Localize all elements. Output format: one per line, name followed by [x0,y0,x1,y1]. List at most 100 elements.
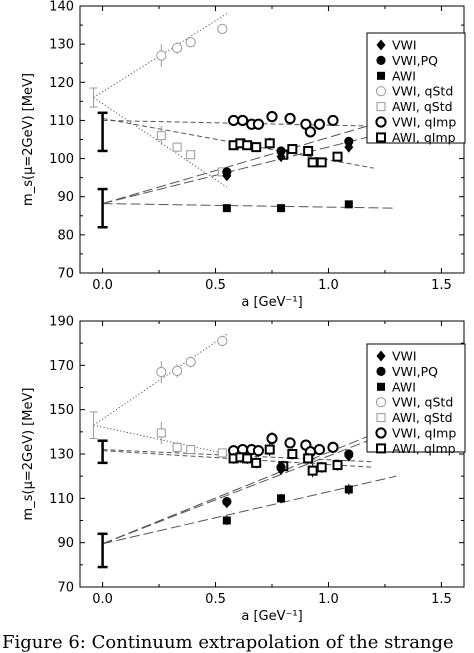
legend-entry: VWI, qImp [392,115,456,130]
y-axis-label: m_s(μ=2GeV) [MeV] [21,73,36,206]
x-tick-label: 0.0 [92,278,113,293]
y-tick-label: 70 [57,581,74,596]
legend-entry: VWI, qStd [392,395,453,410]
data-point [303,453,314,464]
data-point [307,157,318,168]
legend-marker [376,413,386,423]
fit-line-longdash [102,433,374,545]
y-tick-label: 90 [57,190,74,205]
data-point [185,356,196,368]
data-point [156,50,167,61]
data-point [276,462,286,472]
legend-entry: AWI [392,68,416,83]
legend-entry: AWI, qStd [392,410,453,425]
data-point [344,449,354,459]
y-tick-label: 90 [57,536,74,551]
fit-line-dotted [93,424,227,455]
y-tick-label: 190 [49,315,74,330]
y-tick-label: 70 [57,267,74,282]
data-point [266,432,278,445]
legend-entry: VWI [392,38,417,53]
data-point [327,441,339,453]
data-point [242,140,253,151]
data-point [332,460,343,471]
data-point [313,118,326,130]
data-point [186,445,196,455]
legend-marker [376,39,386,51]
fit-line-dashed [102,449,374,463]
legend-marker [376,102,386,112]
legend-marker [376,366,386,376]
legend-entry: AWI, qImp [392,130,456,145]
data-point [251,457,262,468]
data-point [172,142,182,152]
data-point [344,485,353,494]
x-tick-label: 1.5 [431,592,452,607]
y-tick-label: 150 [49,403,74,418]
legend-marker [376,55,386,65]
legend-marker [376,350,386,362]
data-point [284,437,296,449]
data-point [222,516,231,525]
x-tick-label: 1.0 [318,278,339,293]
legend-entry: VWI, qStd [392,84,453,99]
data-point [156,428,166,438]
fit-line-longdash [102,475,397,545]
data-point [251,142,262,153]
data-point [172,442,182,452]
chart-panel-1: 70 80 90 100 110 120 130 140 0.0 0.5 1.0 1.5 a [GeV⁻… [21,0,466,310]
data-point [242,453,253,464]
data-point [284,112,296,125]
y-tick-label: 130 [49,38,74,53]
data-point [313,443,326,456]
y-tick-label: 100 [49,152,74,167]
legend-entry: VWI [392,349,417,364]
data-point [228,114,240,127]
data-point [264,444,275,455]
legend-marker [377,382,385,391]
y-tick-label: 110 [49,114,74,129]
fit-line-longdash [102,123,374,205]
legend-marker [375,116,387,128]
data-point [316,157,327,168]
x-axis-label: a [GeV⁻¹] [241,295,302,310]
y-tick-label: 80 [57,228,74,243]
data-point [217,23,228,34]
fit-line-dotted [93,333,228,426]
legend-entry: AWI, qImp [392,441,456,456]
data-point [156,131,166,141]
data-point [172,42,183,54]
data-point [287,449,298,459]
data-point [304,126,316,138]
fit-line-longdash [102,135,374,205]
data-point [252,445,265,457]
data-point [277,204,286,213]
x-axis-label: a [GeV⁻¹] [241,609,302,624]
x-tick-label: 1.5 [431,278,452,293]
legend-entry: VWI, qImp [392,426,456,441]
x-tick-label: 0.5 [205,592,226,607]
legend-marker [377,71,385,80]
fit-line-dashed [102,450,374,468]
data-point [222,204,231,213]
figure-caption: Figure 6: Continuum extrapolation of the… [2,632,454,653]
data-point [185,37,196,48]
fit-line-dashed [102,119,374,127]
legend-marker [375,427,387,439]
y-tick-label: 140 [49,0,74,15]
legend-marker [376,443,386,454]
data-point [217,335,228,347]
data-point [277,494,286,503]
data-point [266,111,278,123]
y-axis-label: m_s(μ=2GeV) [MeV] [21,388,36,521]
data-point [217,448,227,458]
x-tick-label: 1.0 [318,592,339,607]
data-point [307,465,318,476]
legend-marker [375,397,387,408]
legend-marker [376,132,386,143]
y-tick-label: 170 [49,359,74,374]
data-point [276,146,286,156]
data-point [237,114,249,127]
fit-line-dotted [93,97,228,188]
